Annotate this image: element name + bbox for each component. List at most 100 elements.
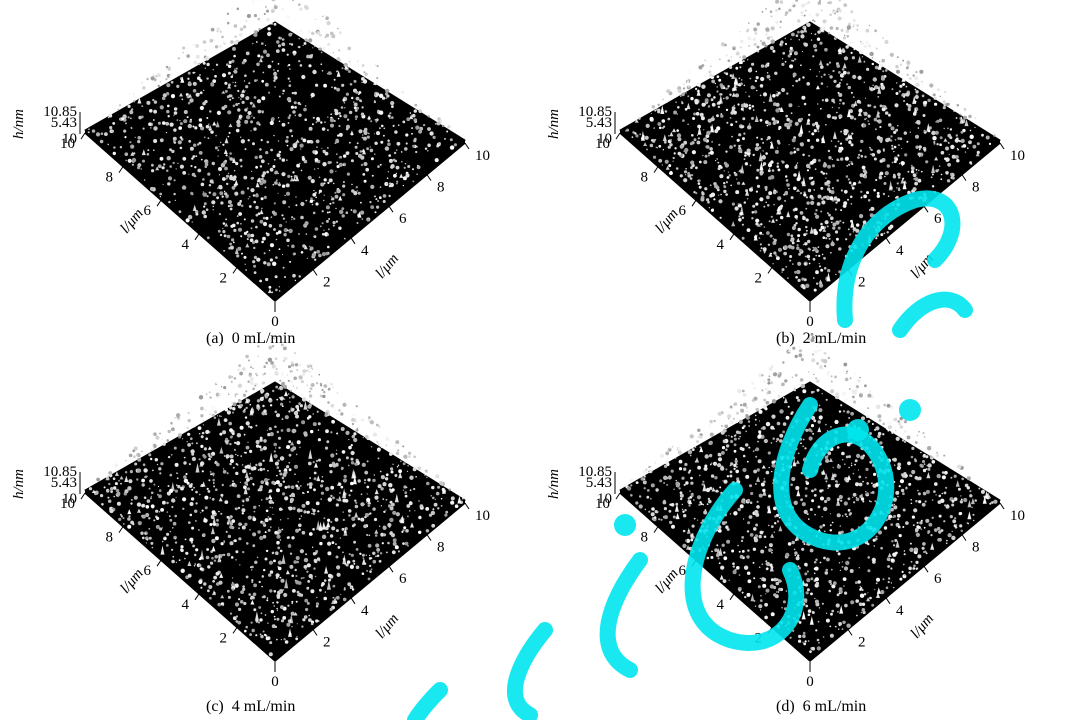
- origin-label: 0: [271, 674, 279, 690]
- left-axis-tick: [653, 526, 659, 533]
- right-axis-tick: [923, 565, 929, 573]
- left-axis-tick-label: 2: [220, 630, 228, 646]
- right-axis-tick: [847, 629, 853, 636]
- right-axis-tick: [885, 597, 891, 605]
- right-axis-tick: [388, 565, 394, 573]
- right-axis-tick-label: 10: [1010, 148, 1025, 164]
- right-axis-tick: [312, 269, 318, 276]
- panel-a-caption: (a) 0 mL/min: [206, 330, 296, 347]
- h-axis-base-label: 10: [597, 491, 612, 507]
- surface-edge-right: [275, 500, 465, 662]
- right-axis-title: l/μm: [373, 251, 403, 282]
- right-axis-tick-label: 10: [475, 508, 490, 524]
- left-axis-tick: [691, 559, 697, 567]
- surface-edge-left: [620, 130, 810, 302]
- origin-label: 0: [271, 314, 279, 330]
- right-axis-tick-label: 2: [323, 274, 331, 290]
- right-axis-tick-label: 4: [896, 243, 904, 259]
- h-axis-base-label: 10: [62, 131, 77, 147]
- left-axis-tick: [615, 492, 621, 500]
- right-axis-tick-label: 4: [896, 603, 904, 619]
- left-axis-tick-label: 6: [679, 563, 687, 579]
- left-axis-tick-label: 10: [595, 496, 610, 512]
- right-axis-tick: [464, 502, 470, 510]
- left-axis-tick-label: 6: [679, 203, 687, 219]
- h-axis-title: h/nm: [11, 109, 27, 139]
- left-axis-tick: [729, 593, 735, 601]
- origin-label: 0: [806, 674, 814, 690]
- panel-d-caption: (d) 6 mL/min: [776, 698, 867, 715]
- left-axis-tick: [232, 267, 238, 274]
- right-axis-tick-label: 8: [972, 180, 980, 196]
- right-axis-title: l/μm: [373, 611, 403, 642]
- left-axis-tick: [767, 267, 773, 274]
- h-axis-tick-label: 5.43: [586, 475, 612, 491]
- left-axis-tick: [691, 199, 697, 207]
- h-axis-title: h/nm: [546, 109, 562, 139]
- right-axis-tick: [312, 629, 318, 636]
- h-axis-base-label: 10: [597, 131, 612, 147]
- surface-edge-left: [85, 490, 275, 662]
- right-axis-tick: [885, 237, 891, 245]
- left-axis-tick: [767, 627, 773, 634]
- left-axis-tick: [80, 132, 86, 140]
- right-axis-tick-label: 6: [934, 211, 942, 227]
- right-axis-tick: [350, 237, 356, 245]
- right-axis-tick-label: 8: [437, 540, 445, 556]
- left-axis-tick-label: 4: [717, 237, 725, 253]
- surface-base: [619, 381, 1001, 659]
- right-axis-tick-label: 8: [437, 180, 445, 196]
- left-axis-tick: [232, 627, 238, 634]
- surface-texture: [87, 0, 457, 294]
- left-axis-tick: [156, 559, 162, 567]
- left-axis-tick: [156, 199, 162, 207]
- h-axis-tick-label: 5.43: [586, 115, 612, 131]
- h-axis-tick-label: 5.43: [51, 115, 77, 131]
- h-axis-tick-label: 10.85: [578, 464, 612, 480]
- right-axis-tick-label: 2: [858, 274, 866, 290]
- right-axis-tick-label: 6: [934, 571, 942, 587]
- origin-label: 0: [806, 314, 814, 330]
- panel-b-caption: (b) 2 mL/min: [776, 330, 867, 347]
- right-axis-tick-label: 2: [858, 634, 866, 650]
- left-axis-tick-label: 2: [755, 630, 763, 646]
- left-axis-tick: [653, 166, 659, 173]
- right-axis-tick-label: 2: [323, 634, 331, 650]
- left-axis-tick-label: 4: [182, 597, 190, 613]
- right-axis-tick: [464, 142, 470, 150]
- right-axis-tick-label: 8: [972, 540, 980, 556]
- left-axis-tick: [615, 132, 621, 140]
- right-axis-tick: [847, 269, 853, 276]
- right-axis-tick: [923, 205, 929, 213]
- right-axis-tick: [999, 142, 1005, 150]
- h-axis-tick-label: 5.43: [51, 475, 77, 491]
- right-axis-tick: [999, 502, 1005, 510]
- right-axis-tick: [388, 205, 394, 213]
- h-axis-tick-label: 10.85: [43, 464, 77, 480]
- surface-edge-right: [810, 500, 1000, 662]
- left-axis-tick: [194, 593, 200, 601]
- right-axis-tick-label: 6: [399, 571, 407, 587]
- left-axis-tick-label: 8: [106, 530, 114, 546]
- left-axis-tick-label: 6: [144, 203, 152, 219]
- left-axis-tick: [80, 492, 86, 500]
- left-axis-tick: [118, 526, 124, 533]
- right-axis-tick: [426, 534, 432, 541]
- right-axis-tick: [961, 534, 967, 541]
- left-axis-tick: [194, 233, 200, 241]
- h-axis-title: h/nm: [546, 469, 562, 499]
- panel-c-caption: (c) 4 mL/min: [206, 698, 296, 715]
- surface-texture: [88, 336, 464, 657]
- left-axis-tick-label: 10: [595, 136, 610, 152]
- left-axis-tick-label: 6: [144, 563, 152, 579]
- left-axis-tick-label: 8: [641, 530, 649, 546]
- left-axis-tick-label: 4: [182, 237, 190, 253]
- surface-edge-left: [85, 130, 275, 302]
- right-axis-tick-label: 4: [361, 603, 369, 619]
- left-axis-tick-label: 8: [106, 170, 114, 186]
- right-axis-tick-label: 6: [399, 211, 407, 227]
- right-axis-tick: [426, 174, 432, 181]
